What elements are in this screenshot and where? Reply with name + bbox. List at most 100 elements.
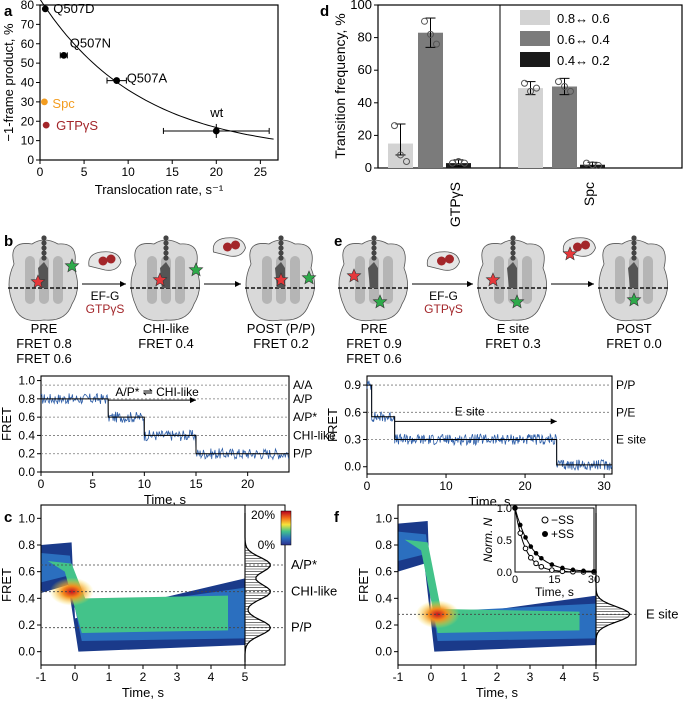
trna-site [262,256,272,304]
level-label: P/E [616,405,635,419]
x-tick-label: 10 [121,165,135,179]
state-fret: FRET 0.0 [606,336,661,351]
point-label: Q507D [53,1,94,16]
hairpin-bead [41,245,47,251]
inset-point-minus-ss [533,560,539,567]
y-tick-label: 0.3 [344,433,361,447]
trna-site [615,256,625,304]
y-tick-label: 0.0 [18,645,35,659]
point-label: GTPγS [56,118,98,133]
level-label: A/P [293,392,312,406]
data-point-gtpγs [42,121,50,129]
trna [628,262,638,288]
inset-frame [514,507,595,573]
legend-label: 0.6↔ 0.4 [557,32,610,47]
x-tick-label: 0 [428,670,435,684]
y-tick-label: 60 [21,37,35,51]
point-label: Q507N [70,35,111,50]
hairpin-bead [41,250,47,256]
x-tick-label: 3 [527,670,534,684]
inset-x-axis-label: Time, s [535,585,574,599]
inset-point-minus-ss [549,567,555,573]
inset-point-plus-ss [512,505,518,511]
hmm-fit-line [367,384,612,466]
fret-dye-star [273,272,289,287]
x-axis-label: Time, s [476,685,519,700]
arrowhead [190,397,196,404]
fret-dye-star [64,258,80,273]
x-tick-label: 20 [210,165,224,179]
hairpin-bead [510,255,516,261]
efg-domain [98,256,108,266]
efg [88,251,122,271]
inset-point-minus-ss [517,530,524,536]
hairpin-bead [163,255,169,261]
inset-point-plus-ss [517,522,523,528]
legend-swatch [520,10,550,25]
x-tick-label: 15 [166,165,180,179]
y-tick-label: 0.2 [375,618,392,632]
state-title: PRE [31,321,58,336]
replicate-dot [555,78,562,86]
x-tick-label: 1 [461,670,468,684]
x-tick-label: 0 [38,477,45,491]
replicate-dot [391,122,398,130]
state-title: POST (P/P) [247,321,315,336]
efg-domain [445,254,454,264]
fret-dye-star [30,274,46,289]
fret-trace-line [366,380,613,471]
x-axis-label: Time, s [122,685,165,700]
panel-letter-b: b [4,233,13,250]
bar-spc-0 [518,88,543,168]
hairpin-bead [163,245,169,251]
hairpin-bead [371,245,377,251]
y-tick-label: 100 [350,0,372,12]
inset-fit-plus-ss [514,507,595,572]
y-tick-label: 30 [21,95,35,109]
level-label: A/A [293,378,312,392]
colorbar [280,510,292,546]
efg-domain [231,240,240,250]
hairpin-bead [631,240,637,246]
state-fret: FRET 0.8 [16,336,71,351]
y-tick-label: 0.4 [375,591,392,605]
panel-c-heatmap: A/P* CHI-like P/P -1 0 1 2 3 4 5 0.0 0.2 0.4 0.6 0.8 1.… [0,504,337,700]
replicate-dot [567,87,574,95]
y-axis-label: FRET [0,568,14,602]
arrowhead [235,281,241,287]
replicate-dot [427,30,434,38]
trna-site [383,256,393,304]
replicate-dot [421,17,428,25]
x-tick-label: 5 [242,670,249,684]
fret-dye-star [188,262,204,277]
replicate-dot [595,162,602,170]
x-axis-label: Translocation rate, s⁻¹ [95,182,224,197]
trna-site [522,256,532,304]
trna-site [53,256,63,304]
efg-domain [223,242,232,252]
y-tick-label: 80 [21,0,35,12]
trna-site [290,256,300,304]
arrowhead [120,281,126,287]
inset-legend-label: −SS [551,513,574,527]
x-tick-label: 25 [254,165,268,179]
fret-dye-star [509,294,525,309]
inset-point-plus-ss [581,568,586,574]
x-tick-label: 0 [364,479,371,493]
y-axis-label: FRET [325,408,340,442]
state-title: POST [616,321,651,336]
inset-legend-label: +SS [551,527,574,541]
y-tick-label: 0.9 [344,378,361,392]
hairpin-bead [41,235,47,241]
trna [507,262,517,288]
y-axis-label: FRET [356,568,371,602]
level-label: P/P [291,620,312,635]
inset-point-minus-ss [528,554,534,561]
inset-point-plus-ss [523,535,528,540]
arrowhead [588,281,594,287]
point-label: Spc [52,96,75,111]
y-tick-label: 0.6 [18,565,35,579]
legend-swatch [520,52,550,67]
